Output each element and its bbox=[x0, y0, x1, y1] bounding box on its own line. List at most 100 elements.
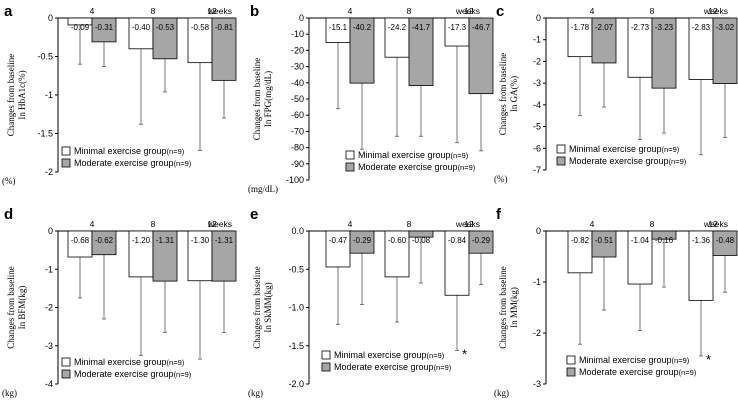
legend-label: Minimal exercise group(n=9) bbox=[579, 355, 690, 365]
x-category-label: 4 bbox=[590, 219, 595, 229]
bar-minimal bbox=[444, 230, 470, 296]
bar-value-label: -0.82 bbox=[571, 236, 590, 245]
bar-value-label: -1.04 bbox=[631, 236, 650, 245]
y-tick-label: 0 bbox=[48, 226, 53, 236]
x-category-label: 4 bbox=[90, 219, 95, 229]
y-tick-label: -1 bbox=[533, 35, 541, 45]
x-category-label: 4 bbox=[348, 219, 353, 229]
panel-letter: b bbox=[250, 3, 259, 20]
panel-d: d 0 -1 -2 -3 -4 Changes from baselineIn BFM(kg… bbox=[2, 206, 237, 398]
y-tick-label: -3 bbox=[45, 341, 53, 351]
x-category-label: 8 bbox=[151, 219, 156, 229]
y-axis-label-line: Changes from baseline bbox=[252, 266, 262, 348]
bar-moderate bbox=[349, 17, 375, 84]
bar-value-label: -0.29 bbox=[353, 236, 372, 245]
bar-moderate bbox=[211, 230, 237, 282]
bar-value-label: -1.31 bbox=[156, 236, 175, 245]
bar-moderate bbox=[91, 230, 117, 256]
panel-letter: f bbox=[496, 206, 502, 223]
legend-swatch bbox=[61, 146, 71, 156]
bar-minimal bbox=[567, 230, 593, 274]
bar-minimal bbox=[444, 17, 470, 47]
bar-value-label: -0.31 bbox=[95, 23, 114, 32]
y-tick-label: -90 bbox=[291, 159, 304, 169]
x-unit-label: weeks bbox=[455, 6, 480, 16]
y-tick-label: -1.5 bbox=[37, 129, 53, 139]
legend-label: Minimal exercise group(n=9) bbox=[334, 350, 445, 360]
y-tick-label: 0 bbox=[536, 226, 541, 236]
y-unit-label: (mg/dL) bbox=[248, 184, 278, 194]
bar-moderate bbox=[408, 17, 434, 86]
x-category-label: 12 bbox=[207, 6, 217, 16]
y-tick-label: 0 bbox=[48, 13, 53, 23]
bar-value-label: -0.09 bbox=[71, 23, 90, 32]
legend-label: Moderate exercise group(n=9) bbox=[569, 156, 687, 166]
bar-value-label: -0.53 bbox=[156, 23, 175, 32]
y-axis-label-line: Changes from baseline bbox=[252, 58, 262, 140]
panel-c: c 0 -1 -2 -3 -4 -5 -6 -7 Changes from baselineIn … bbox=[494, 3, 738, 184]
legend-n-label: (n=9) bbox=[427, 351, 445, 360]
y-axis-label: Changes from baselineIn SkMM(kg) bbox=[252, 266, 273, 348]
y-unit-label: (kg) bbox=[494, 388, 509, 398]
legend-swatch bbox=[345, 150, 355, 160]
legend-label: Moderate exercise group(n=9) bbox=[358, 162, 476, 172]
x-category-label: 8 bbox=[407, 6, 412, 16]
bar-minimal bbox=[384, 17, 410, 58]
x-category-label: 12 bbox=[708, 219, 718, 229]
legend: Minimal exercise group(n=9) Moderate exer… bbox=[556, 144, 687, 166]
y-tick-label: -10 bbox=[291, 29, 304, 39]
x-unit-label: weeks bbox=[703, 219, 728, 229]
legend-n-label: (n=9) bbox=[174, 370, 192, 379]
bar-value-label: -0.60 bbox=[388, 236, 407, 245]
y-tick-label: 0 bbox=[536, 13, 541, 23]
legend-n-label: (n=9) bbox=[669, 157, 687, 166]
y-axis-label-line: Changes from baseline bbox=[6, 54, 16, 136]
x-category-label: 4 bbox=[348, 6, 353, 16]
bar-value-label: -0.68 bbox=[71, 236, 90, 245]
y-tick-label: 0 bbox=[299, 13, 304, 23]
x-category-label: 8 bbox=[650, 6, 655, 16]
legend-swatch bbox=[556, 144, 566, 154]
bar-minimal bbox=[627, 17, 653, 78]
x-unit-label: weeks bbox=[455, 219, 480, 229]
bar-value-label: -2.07 bbox=[595, 23, 614, 32]
legend-n-label: (n=9) bbox=[174, 159, 192, 168]
x-category-label: 4 bbox=[590, 6, 595, 16]
y-axis-label: Changes from baselineIn FPG(mg/dL) bbox=[252, 58, 273, 140]
x-unit-label: weeks bbox=[207, 219, 232, 229]
y-tick-label: -40 bbox=[291, 78, 304, 88]
y-tick-label: -30 bbox=[291, 62, 304, 72]
bar-value-label: -1.30 bbox=[191, 236, 210, 245]
bar-value-label: -0.16 bbox=[655, 236, 674, 245]
legend: Minimal exercise group(n=9) Moderate exer… bbox=[61, 357, 192, 379]
bar-value-label: -3.02 bbox=[716, 23, 735, 32]
bar-minimal bbox=[325, 230, 351, 268]
y-tick-label: -70 bbox=[291, 126, 304, 136]
legend-swatch bbox=[61, 158, 71, 168]
legend-label: Moderate exercise group(n=9) bbox=[74, 369, 192, 379]
bar-value-label: -1.20 bbox=[132, 236, 151, 245]
bar-value-label: -24.2 bbox=[388, 23, 407, 32]
legend: Minimal exercise group(n=9) Moderate exer… bbox=[321, 350, 452, 372]
legend-n-label: (n=9) bbox=[451, 151, 469, 160]
panel-letter: a bbox=[4, 3, 13, 20]
bar-value-label: -1.78 bbox=[571, 23, 590, 32]
legend-swatch bbox=[321, 362, 331, 372]
y-unit-label: (kg) bbox=[2, 388, 17, 398]
legend-label: Minimal exercise group(n=9) bbox=[358, 150, 469, 160]
significance-mark: * bbox=[706, 352, 711, 367]
bar-minimal bbox=[688, 230, 714, 301]
bar-value-label: -0.48 bbox=[716, 236, 735, 245]
legend-label: Moderate exercise group(n=9) bbox=[74, 158, 192, 168]
y-tick-label: -1 bbox=[45, 90, 53, 100]
y-tick-label: -4 bbox=[533, 100, 541, 110]
y-tick-label: -1 bbox=[45, 264, 53, 274]
bar-minimal bbox=[128, 230, 154, 278]
y-axis-label: Changes from baselineIn MM(kg) bbox=[498, 266, 519, 348]
bar-minimal bbox=[627, 230, 653, 285]
bar-value-label: -0.29 bbox=[472, 236, 491, 245]
y-tick-label: -7 bbox=[533, 165, 541, 175]
bar-moderate bbox=[712, 17, 738, 84]
y-tick-label: -3 bbox=[533, 379, 541, 389]
